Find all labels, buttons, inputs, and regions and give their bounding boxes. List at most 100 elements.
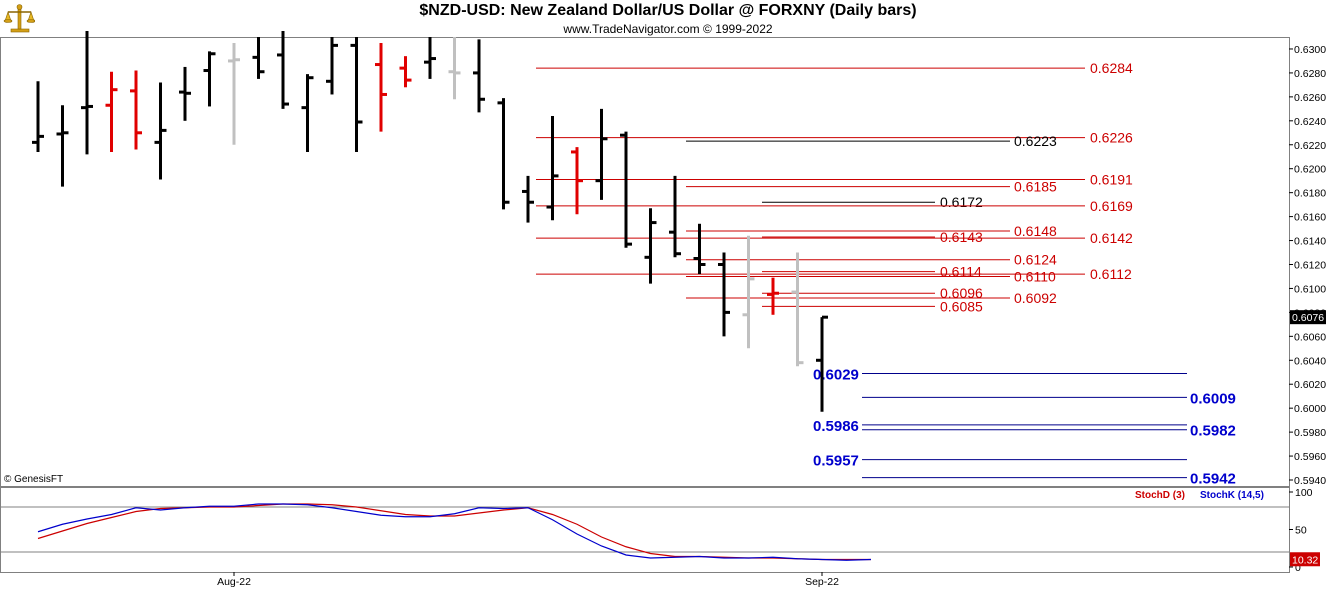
ohlc-bar bbox=[816, 315, 828, 412]
last-price-badge bbox=[1290, 310, 1326, 325]
stochastic-last-label: 10.32 bbox=[1292, 554, 1318, 566]
stochastic-series-line bbox=[37, 503, 871, 561]
stochastic-axis-tick-label: 50 bbox=[1295, 525, 1307, 537]
price-axis-tick-label: 0.6300 bbox=[1294, 44, 1326, 56]
price-axis-tick-label: 0.6100 bbox=[1294, 283, 1326, 295]
ohlc-bar bbox=[571, 147, 583, 215]
ohlc-bar bbox=[32, 81, 44, 152]
ohlc-bar bbox=[742, 235, 755, 349]
price-panel-frame bbox=[0, 37, 1290, 487]
stochastic-panel-frame bbox=[0, 487, 1290, 573]
ohlc-bar bbox=[644, 208, 657, 284]
chart-subtitle: www.TradeNavigator.com © 1999-2022 bbox=[563, 22, 773, 36]
price-axis-tick-label: 0.6200 bbox=[1294, 164, 1326, 176]
ohlc-bar bbox=[448, 37, 461, 100]
ohlc-bar bbox=[620, 131, 632, 248]
ohlc-bar bbox=[791, 252, 804, 367]
ohlc-bar bbox=[105, 71, 118, 152]
price-axis-tick-label: 0.6060 bbox=[1294, 331, 1326, 343]
ohlc-bar bbox=[350, 37, 363, 152]
date-axis: Aug-22 Sep-22 bbox=[217, 572, 839, 588]
chart-title: $NZD-USD: New Zealand Dollar/US Dollar @… bbox=[419, 2, 917, 19]
price-axis-tick-label: 0.5980 bbox=[1294, 427, 1326, 439]
price-axis-tick-label: 0.6260 bbox=[1294, 92, 1326, 104]
ohlc-bar bbox=[326, 37, 338, 95]
fib-level-label: 0.6110 bbox=[1014, 268, 1056, 284]
price-axis-tick-label: 0.6120 bbox=[1294, 259, 1326, 271]
price-axis-tick-label: 0.6000 bbox=[1294, 403, 1326, 415]
ohlc-bar bbox=[203, 51, 216, 107]
fib-level-label: 0.6169 bbox=[1090, 198, 1133, 214]
fib-level-label: 0.6143 bbox=[940, 229, 983, 245]
fibonacci-lines: 0.6284 0.6226 0.6223 0.6191 0.6185 0.6172 0.61… bbox=[536, 60, 1133, 314]
target-level-label: 0.6009 bbox=[1190, 390, 1236, 407]
stochastic-legend-label: StochK (14,5) bbox=[1200, 490, 1264, 501]
data-credit: © GenesisFT bbox=[4, 474, 64, 485]
ohlc-bar bbox=[130, 70, 142, 150]
ohlc-bar bbox=[718, 252, 730, 337]
stochastic-last-badge bbox=[1290, 552, 1320, 567]
ohlc-bar bbox=[473, 39, 485, 113]
price-axis-tick-label: 0.6180 bbox=[1294, 188, 1326, 200]
fib-level-label: 0.6148 bbox=[1014, 223, 1057, 239]
trade-navigator-logo-icon bbox=[3, 3, 36, 33]
target-level-label: 0.5942 bbox=[1190, 471, 1236, 488]
date-axis-label: Sep-22 bbox=[805, 576, 839, 588]
target-level-label: 0.5982 bbox=[1190, 423, 1236, 440]
price-axis-tick-label: 0.6240 bbox=[1294, 116, 1326, 128]
fib-level-label: 0.6096 bbox=[940, 285, 983, 301]
ohlc-bar bbox=[522, 175, 534, 223]
price-axis-tick-label: 0.6140 bbox=[1294, 236, 1326, 248]
stochastic-series-line bbox=[37, 503, 872, 561]
ohlc-bar bbox=[669, 175, 681, 258]
ohlc-bar bbox=[767, 277, 779, 315]
ohlc-bar bbox=[252, 37, 265, 79]
ohlc-bar bbox=[56, 105, 69, 187]
fib-level-label: 0.6112 bbox=[1090, 266, 1132, 282]
fib-level-label: 0.6172 bbox=[940, 194, 983, 210]
ohlc-bar bbox=[228, 42, 240, 145]
price-axis-tick-label: 0.6040 bbox=[1294, 355, 1326, 367]
ohlc-bar bbox=[277, 31, 289, 109]
ohlc-bar bbox=[595, 108, 608, 200]
ohlc-bar bbox=[179, 66, 191, 121]
ohlc-bar bbox=[301, 74, 314, 152]
fib-level-label: 0.6092 bbox=[1014, 290, 1057, 306]
price-axis-tick-label: 0.5940 bbox=[1294, 475, 1326, 487]
target-level-label: 0.5957 bbox=[813, 453, 859, 470]
fib-level-label: 0.6223 bbox=[1014, 133, 1057, 149]
target-level-label: 0.6029 bbox=[813, 366, 859, 383]
price-axis-tick-label: 0.6020 bbox=[1294, 379, 1326, 391]
target-lines: 0.6029 0.6009 0.5986 0.5982 0.5957 0.5942 bbox=[813, 366, 1236, 487]
price-bars bbox=[32, 31, 828, 412]
fib-level-label: 0.6185 bbox=[1014, 179, 1057, 195]
price-axis-tick-label: 0.6280 bbox=[1294, 68, 1326, 80]
fib-level-label: 0.6191 bbox=[1090, 171, 1133, 187]
price-axis: 0.6300 0.6280 0.6260 0.6240 0.6220 0.6200 0.61… bbox=[1289, 44, 1326, 487]
stochastic-axis-tick-label: 0 bbox=[1295, 562, 1301, 574]
stochastic-panel: 100 50 0 StochD (3) StochK (14,5) 10.32 bbox=[1, 487, 1320, 574]
last-price-label: 0.6076 bbox=[1292, 312, 1324, 324]
ohlc-bar bbox=[497, 98, 510, 210]
date-axis-label: Aug-22 bbox=[217, 576, 251, 588]
stochastic-axis-tick-label: 100 bbox=[1295, 487, 1313, 499]
ohlc-bar bbox=[81, 31, 93, 155]
fib-level-label: 0.6142 bbox=[1090, 230, 1133, 246]
price-axis-tick-label: 0.6220 bbox=[1294, 140, 1326, 152]
fib-level-label: 0.6114 bbox=[940, 264, 982, 280]
fib-level-label: 0.6284 bbox=[1090, 60, 1133, 76]
ohlc-bar bbox=[399, 56, 412, 88]
fib-level-label: 0.6124 bbox=[1014, 252, 1057, 268]
ohlc-bar bbox=[546, 116, 559, 221]
stochastic-legend-label: StochD (3) bbox=[1135, 490, 1185, 501]
fib-level-label: 0.6226 bbox=[1090, 130, 1133, 146]
ohlc-bar bbox=[154, 82, 167, 180]
fib-level-label: 0.6085 bbox=[940, 298, 983, 314]
ohlc-bar bbox=[375, 42, 387, 132]
ohlc-bar bbox=[693, 223, 706, 275]
ohlc-bar bbox=[424, 37, 436, 79]
chart-frames bbox=[0, 37, 1290, 573]
target-level-label: 0.5986 bbox=[813, 418, 859, 435]
price-axis-tick-label: 0.6160 bbox=[1294, 212, 1326, 224]
